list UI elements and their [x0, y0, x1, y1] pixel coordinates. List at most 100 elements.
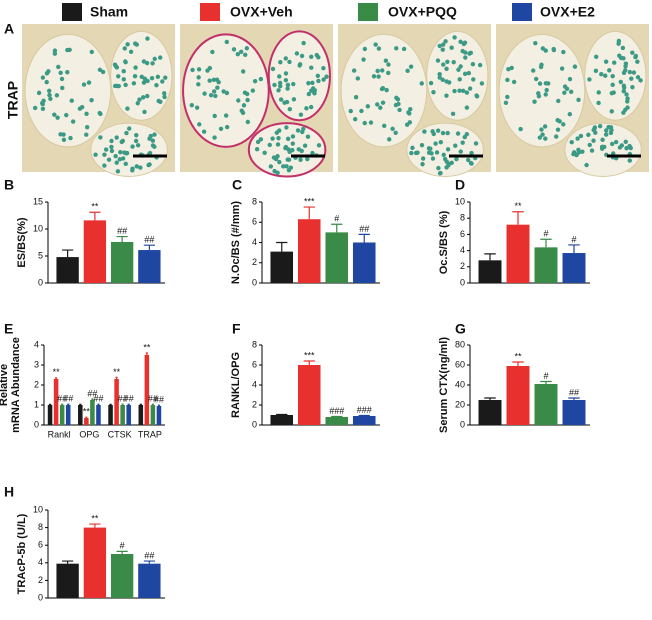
cell: [118, 150, 123, 155]
significance: ##: [569, 387, 579, 397]
y-tick-label: 80: [455, 339, 465, 349]
cell: [273, 156, 279, 162]
cell: [130, 166, 135, 171]
cell: [316, 78, 321, 84]
cell: [437, 72, 442, 77]
cell: [628, 145, 633, 151]
bar: [56, 257, 79, 283]
cell: [272, 82, 277, 88]
cell: [207, 65, 213, 71]
cell: [109, 138, 114, 144]
y-tick-label: 8: [252, 196, 257, 206]
cell: [267, 142, 272, 148]
cell: [428, 146, 433, 151]
bar: [534, 247, 558, 283]
bar: [110, 241, 134, 283]
cell: [537, 81, 543, 86]
error-bar: [358, 233, 370, 243]
cell: [284, 164, 289, 169]
cell: [306, 91, 312, 97]
cell: [576, 97, 581, 103]
cell: [597, 123, 603, 129]
cell: [506, 66, 511, 72]
y-tick-label: 4: [252, 237, 257, 247]
error-bar: [48, 403, 52, 405]
bar: [59, 405, 65, 425]
cell: [308, 104, 314, 110]
cell: [365, 104, 371, 109]
cell: [112, 83, 118, 89]
cell: [272, 168, 277, 174]
bar: [138, 250, 161, 283]
cell: [135, 101, 140, 106]
cell: [194, 105, 200, 110]
cell: [352, 117, 358, 122]
cell: [380, 100, 386, 105]
cell: [236, 98, 241, 103]
legend-label: Sham: [90, 4, 128, 20]
cell: [58, 70, 63, 76]
cell: [120, 138, 126, 144]
cell: [456, 67, 461, 72]
cell: [539, 127, 544, 132]
cell: [70, 119, 76, 124]
cell: [41, 98, 46, 104]
cell: [276, 88, 281, 93]
cell: [623, 61, 629, 66]
bar: [53, 379, 59, 425]
cell: [393, 130, 398, 136]
cell: [47, 92, 52, 98]
cell: [60, 85, 65, 91]
cell: [397, 107, 402, 113]
marrow-space: [498, 33, 586, 148]
cell: [324, 74, 329, 79]
significance: ##: [57, 394, 67, 404]
cell: [394, 95, 399, 101]
cell: [285, 136, 291, 142]
cell: [457, 77, 462, 82]
cell: [145, 36, 150, 41]
y-tick-label: 10: [33, 223, 43, 233]
bar: [120, 405, 125, 425]
cell: [125, 106, 130, 111]
cell: [630, 50, 635, 55]
cell: [603, 73, 608, 78]
cell: [238, 49, 244, 55]
panel-label: B: [4, 177, 14, 193]
cell: [56, 64, 61, 70]
cell: [467, 86, 473, 91]
error-bar: [331, 223, 343, 233]
cell: [309, 65, 314, 70]
cell: [312, 88, 317, 93]
cell: [241, 103, 247, 108]
cell: [568, 89, 574, 95]
cell: [202, 91, 207, 96]
bar: [297, 219, 321, 283]
cell: [621, 89, 626, 94]
cell: [133, 138, 139, 144]
cell: [603, 59, 609, 64]
cell: [84, 111, 89, 117]
cell: [201, 129, 207, 134]
y-tick-label: 6: [460, 229, 465, 239]
cell: [376, 46, 382, 51]
cell: [463, 55, 468, 60]
cell: [150, 138, 156, 143]
cell: [443, 39, 448, 44]
legend-swatch: [200, 3, 220, 21]
cell: [562, 90, 567, 95]
cell: [294, 51, 300, 56]
error-bar: [109, 403, 112, 405]
cell: [158, 99, 163, 104]
cell: [54, 93, 60, 98]
cell: [610, 74, 615, 79]
y-tick-label: 4: [38, 557, 43, 567]
bar: [138, 405, 144, 425]
cell: [283, 71, 289, 76]
error-bar: [143, 244, 155, 251]
cell: [135, 143, 141, 148]
legend-label: OVX+E2: [540, 4, 595, 20]
bar: [126, 405, 131, 425]
cell: [298, 112, 304, 117]
bar: [325, 417, 349, 425]
